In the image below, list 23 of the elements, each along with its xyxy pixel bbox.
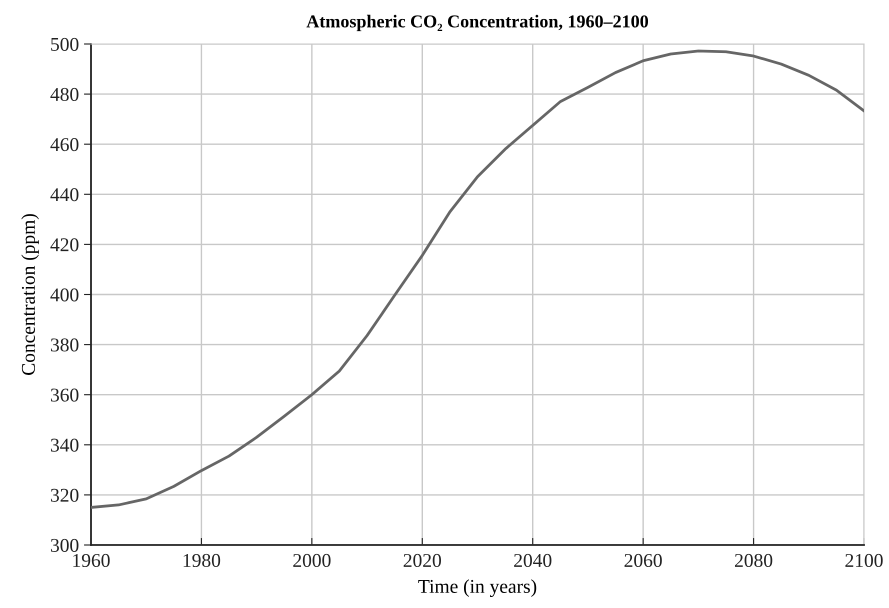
y-tick-label: 340 — [50, 438, 78, 452]
y-tick-label: 420 — [50, 238, 78, 252]
y-tick-label: 380 — [50, 338, 78, 352]
y-tick-label: 400 — [50, 288, 78, 302]
x-tick-label: 2020 — [404, 554, 441, 568]
x-tick-label: 2040 — [514, 554, 552, 568]
x-tick-label: 2100 — [845, 554, 883, 568]
y-tick-label: 300 — [50, 538, 78, 552]
y-tick-label: 440 — [50, 188, 78, 202]
y-tick-label: 500 — [51, 38, 78, 51]
y-tick-label: 480 — [50, 88, 78, 102]
x-tick-label: 1960 — [73, 554, 110, 568]
y-tick-label: 360 — [50, 388, 78, 402]
x-axis-title: Time (in years) — [418, 579, 536, 597]
chart-title: Atmospheric CO₂ Concentration, 1960–2100 — [306, 14, 648, 32]
x-tick-label: 2060 — [624, 554, 662, 568]
y-tick-label: 320 — [50, 488, 78, 502]
x-tick-label: 1980 — [184, 554, 220, 568]
line-series — [91, 50, 864, 509]
x-tick-label: 2080 — [734, 554, 772, 568]
x-tick-label: 2000 — [293, 554, 331, 568]
y-tick-label: 460 — [50, 138, 78, 152]
y-axis-title: Concentration (ppm) — [21, 214, 39, 375]
